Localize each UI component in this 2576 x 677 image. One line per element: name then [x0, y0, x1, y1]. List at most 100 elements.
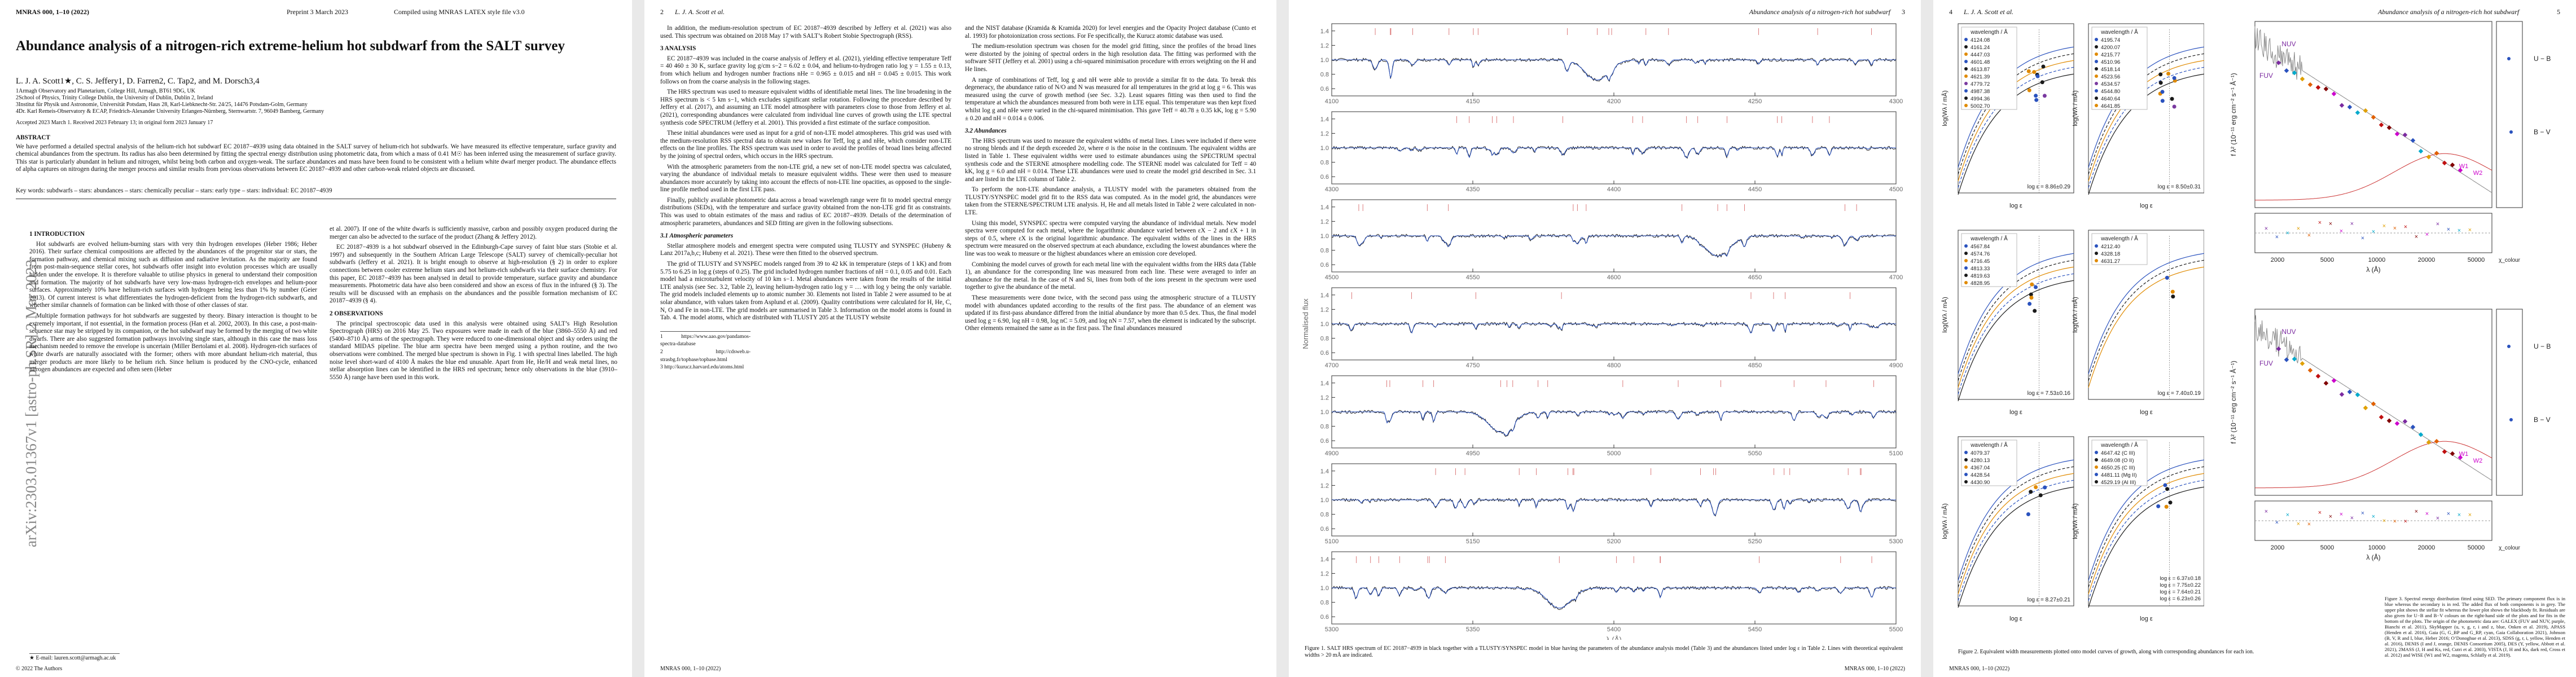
legend-marker [1964, 480, 1968, 483]
b-v-label: B − V [2534, 416, 2551, 424]
residual-point: × [2415, 234, 2418, 240]
legend-entry: 4828.95 [1971, 280, 1990, 287]
x-tick-label: 5400 [1607, 626, 1621, 633]
x-axis-label: λ (Å) [2366, 553, 2380, 561]
x-axis-label: log ε [2009, 409, 2022, 416]
legend-entry: 4534.57 [2101, 81, 2120, 87]
page-4: 4 L. J. A. Scott et al. Abundance analys… [1933, 0, 2576, 677]
x-tick-label: 4750 [1466, 362, 1480, 369]
x-tick-label: 20000 [2418, 257, 2435, 263]
preprint-date: Preprint 3 March 2023 [287, 8, 348, 16]
photometry-point [2307, 368, 2313, 373]
u-b-label: U − B [2534, 55, 2551, 63]
photometry-point [2284, 357, 2289, 362]
growth-curve [2088, 260, 2204, 381]
x-tick-label: 4300 [1889, 98, 1903, 105]
measured-point [2040, 80, 2044, 85]
right-column: and the NIST database (Kramida & Kramida… [965, 25, 1256, 645]
residual-point: × [2340, 228, 2343, 235]
y-tick-label: 1.0 [1320, 57, 1329, 64]
y-tick-label: 1.0 [1320, 321, 1329, 328]
photometry-point [2299, 76, 2305, 82]
growth-curve [2088, 486, 2204, 608]
growth-curve [2088, 266, 2204, 388]
spectrum-panel: 0.6 0.8 1.0 1.2 1.4 5300 5350 5400 5450 5500 [1320, 551, 1903, 633]
nuv-label: NUV [2281, 328, 2296, 336]
measured-point [2172, 76, 2176, 80]
spectrum-panel: 0.6 0.8 1.0 1.2 1.4 5100 5150 5200 5250 5300 [1320, 463, 1903, 545]
photometry-point [2371, 115, 2376, 120]
paragraph: To perform the non-LTE abundance analysi… [965, 186, 1256, 217]
legend-marker [1964, 465, 1968, 469]
growth-curve [1958, 486, 2074, 608]
residual-point: × [2457, 227, 2461, 234]
legend-marker [2095, 473, 2098, 476]
measured-point [2041, 64, 2046, 69]
growth-curve [1958, 280, 2074, 402]
x-tick-label: 20000 [2418, 544, 2435, 551]
photometry-point [2347, 104, 2353, 110]
x-tick-label: 4500 [1889, 186, 1903, 193]
x-tick-label: 4250 [1748, 98, 1762, 105]
abstract-heading: ABSTRACT [16, 134, 50, 141]
x-tick-label: 4700 [1889, 274, 1903, 281]
legend-marker [2095, 89, 2098, 93]
x-axis-label: log ε [2140, 203, 2153, 209]
model-spectrum-line [1332, 411, 1896, 436]
y-tick-label: 1.4 [1320, 116, 1329, 123]
measured-point [2042, 94, 2047, 98]
x-axis-label: log ε [2009, 616, 2022, 622]
colour-axis-label: χ_colour [2499, 545, 2521, 551]
measured-point [2030, 282, 2034, 287]
y-tick-label: 0.6 [1320, 350, 1329, 357]
colour-point [2509, 418, 2513, 421]
residual-point: × [2307, 521, 2311, 528]
y-tick-label: 0.8 [1320, 600, 1329, 606]
x-tick-label: 5450 [1748, 626, 1762, 633]
legend-entry: 4994.36 [1971, 96, 1990, 102]
secondary-sed-line [2255, 153, 2492, 201]
abstract: ABSTRACT We have performed a detailed sp… [16, 134, 616, 174]
measured-point [2165, 275, 2169, 280]
measured-point [2158, 81, 2163, 85]
legend-marker [1964, 274, 1968, 277]
growth-curve [1958, 466, 2074, 588]
measured-point [2034, 94, 2038, 98]
legend-entry: 4613.87 [1971, 67, 1990, 73]
footnote-url[interactable]: 2 http://cdsweb.u-strasbg.fr/topbase/top… [660, 349, 751, 363]
x-axis-label: log ε [2140, 616, 2153, 622]
y-tick-label: 0.6 [1320, 614, 1329, 621]
x-tick-label: 4700 [1325, 362, 1339, 369]
legend-marker [1964, 252, 1968, 255]
legend-entry: 4481.11 (Mg II) [2101, 472, 2137, 478]
photometry-point [2315, 373, 2321, 379]
colour-point [2507, 345, 2511, 348]
model-spectrum-line [1332, 499, 1896, 516]
footnote-url[interactable]: 3 http://kurucz.harvard.edu/atoms.html [660, 364, 744, 371]
measured-point [2034, 98, 2039, 102]
legend-entry: 4529.19 (Al III) [2101, 480, 2136, 486]
affiliations: 1Armagh Observatory and Planetarium, Col… [16, 88, 524, 115]
x-tick-label: 4500 [1325, 274, 1339, 281]
x-tick-label: 2000 [2271, 257, 2284, 263]
page-header: 2 L. J. A. Scott et al. [660, 8, 1261, 18]
x-tick-label: 4600 [1607, 274, 1621, 281]
panel-frame [1958, 23, 2074, 194]
page-header: 4 L. J. A. Scott et al. Abundance analys… [1949, 8, 2560, 18]
x-tick-label: 5200 [1607, 538, 1621, 545]
photometry-point [2276, 346, 2281, 351]
colour-panel [2496, 309, 2523, 496]
abundance-result: log ε = 6.23±0.26 [2160, 596, 2201, 602]
photometry-point [2450, 451, 2455, 456]
growth-curve [2088, 67, 2204, 188]
footnote-url[interactable]: 1 https://www.aao.gov/pandamos-spectra-d… [660, 333, 751, 348]
residual-point: × [2297, 225, 2300, 232]
growth-curve [1958, 260, 2074, 381]
y-tick-label: 1.2 [1320, 570, 1329, 577]
residual-point: × [2447, 226, 2450, 233]
x-tick-label: 4400 [1607, 186, 1621, 193]
residual-point: × [2307, 232, 2311, 239]
legend-title: wavelength / Å [2100, 441, 2138, 449]
measured-point [2038, 493, 2043, 498]
